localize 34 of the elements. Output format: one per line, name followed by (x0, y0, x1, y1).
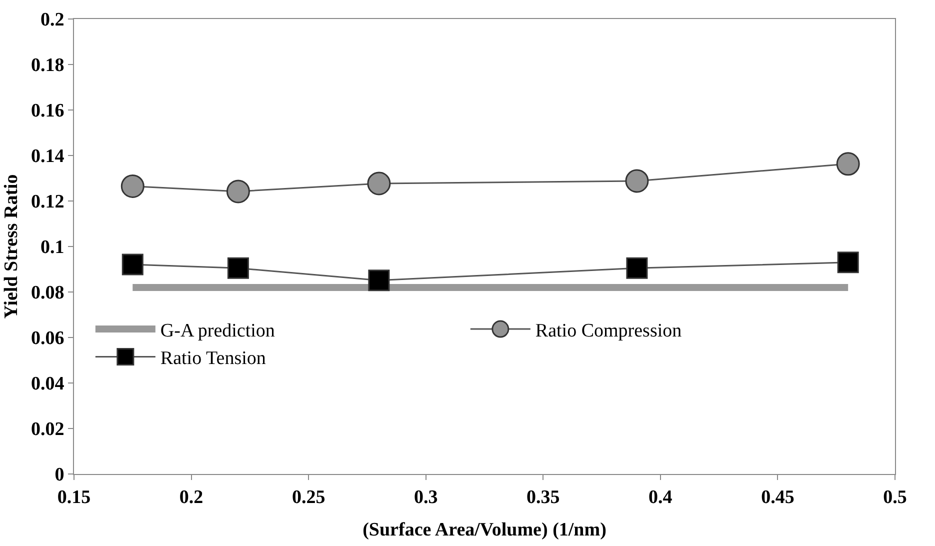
point (120, 174, 144, 198)
point (625, 169, 649, 193)
point (836, 152, 860, 176)
legend-label: Ratio Tension (160, 348, 266, 370)
y-tick-label: 0.1 (40, 237, 64, 258)
point (367, 172, 391, 196)
y-tick-label: 0.12 (30, 192, 64, 213)
legend-label: Ratio Compression (535, 320, 682, 342)
x-tick-label: 0.3 (414, 486, 438, 508)
y-tick-label: 0.14 (30, 146, 65, 168)
x-tick-label: 0.5 (883, 486, 907, 508)
x-tick-label: 0.45 (761, 486, 794, 508)
point (368, 270, 390, 292)
y-tick-label: 0.08 (30, 282, 64, 304)
y-tick-label: 0.06 (30, 328, 64, 350)
y-tick-label: 0.16 (30, 100, 64, 122)
y-tick-label: 0.04 (30, 374, 65, 395)
x-tick-label: 0.4 (648, 486, 673, 508)
point (837, 252, 859, 274)
y-tick-label: 0.18 (30, 55, 64, 76)
x-tick-label: 0.35 (526, 486, 560, 508)
y-tick-label: 0.02 (30, 419, 64, 440)
point (122, 254, 144, 276)
x-tick-label: 0.2 (179, 486, 204, 508)
x-tick-label: 0.15 (57, 486, 91, 508)
legend-label: G-A prediction (160, 320, 276, 342)
y-axis-title: Yield Stress Ratio (0, 174, 22, 319)
x-tick-label: 0.25 (292, 486, 326, 508)
y-tick-label: 0.2 (40, 10, 64, 31)
y-tick-label: 0 (54, 464, 64, 486)
point (626, 257, 648, 279)
point (227, 257, 249, 279)
point (226, 180, 250, 204)
x-axis-title: (Surface Area/Volume) (1/nm) (362, 520, 606, 541)
